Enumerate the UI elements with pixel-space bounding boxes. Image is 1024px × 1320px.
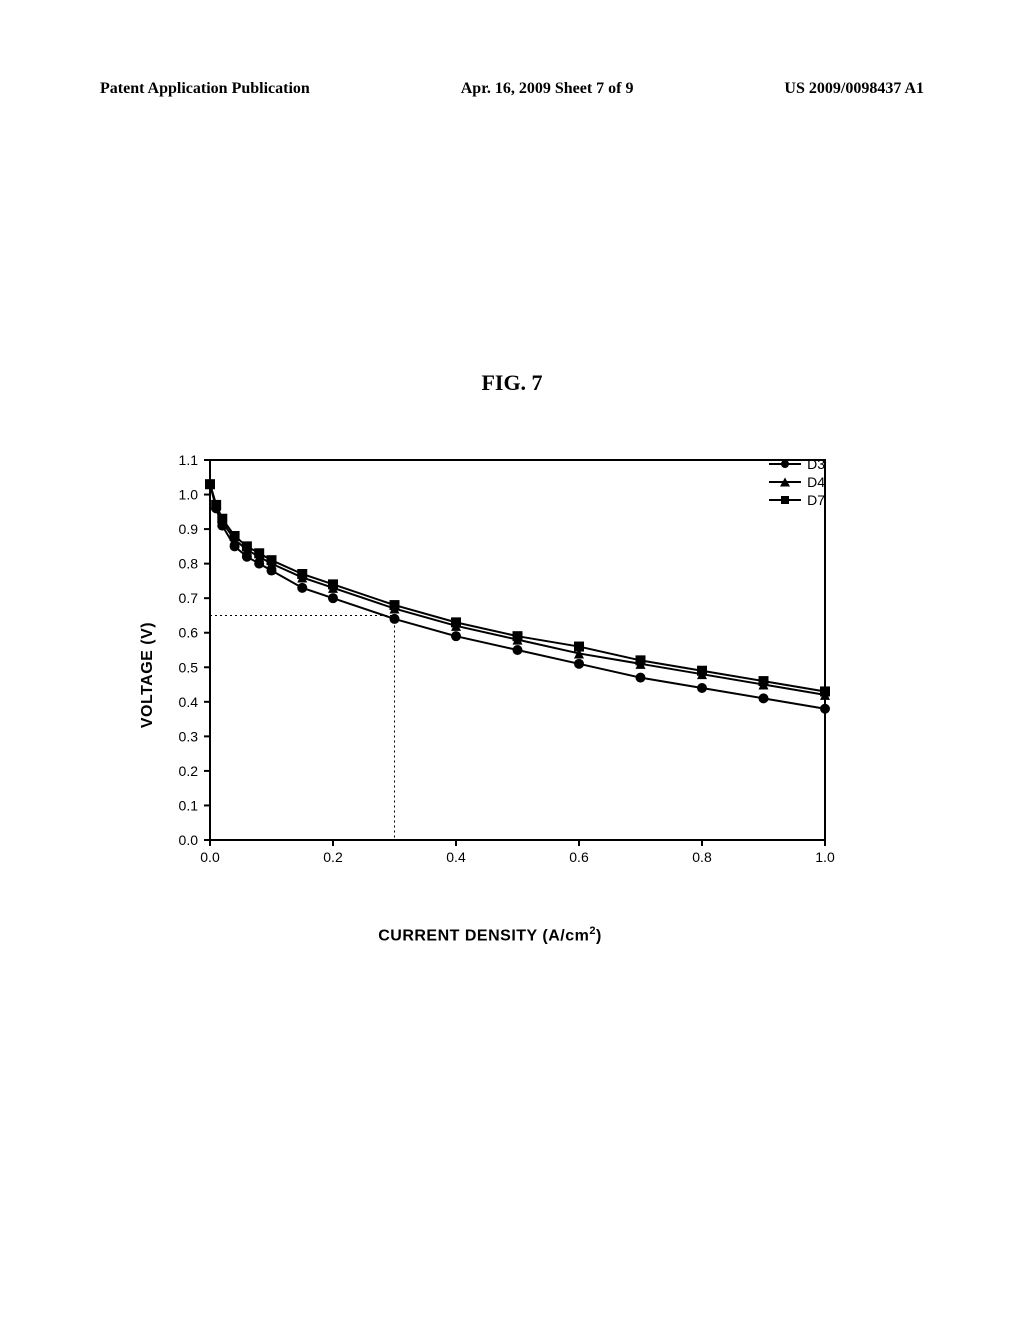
svg-text:0.4: 0.4	[179, 694, 199, 710]
svg-text:0.5: 0.5	[179, 659, 199, 675]
svg-text:0.2: 0.2	[179, 763, 199, 779]
x-axis-label: CURRENT DENSITY (A/cm2)	[130, 925, 850, 945]
svg-text:0.8: 0.8	[179, 556, 199, 572]
svg-text:0.1: 0.1	[179, 797, 199, 813]
svg-text:1.0: 1.0	[179, 487, 199, 503]
header-center: Apr. 16, 2009 Sheet 7 of 9	[461, 80, 634, 98]
x-axis-label-suffix: )	[596, 927, 602, 944]
page-header: Patent Application Publication Apr. 16, …	[0, 80, 1024, 98]
legend-label: D3	[807, 456, 825, 472]
svg-text:0.7: 0.7	[179, 590, 199, 606]
chart-svg: 0.0 0.1 0.2 0.3 0.4 0.5 0.6 0.7 0.8 0.9 1.0 1.1 0.0 0…	[130, 440, 850, 910]
svg-text:0.6: 0.6	[179, 625, 199, 641]
square-marker-icon	[781, 496, 789, 504]
svg-text:1.0: 1.0	[815, 849, 835, 865]
chart-container: VOLTAGE (V) CURRENT DENSITY (A/cm2) D3 D…	[130, 440, 850, 910]
triangle-marker-icon	[780, 478, 790, 487]
svg-text:0.0: 0.0	[200, 849, 220, 865]
svg-text:1.1: 1.1	[179, 452, 199, 468]
legend-line-icon	[769, 481, 801, 483]
legend-label: D4	[807, 474, 825, 490]
legend: D3 D4 D7	[769, 455, 825, 509]
svg-text:0.8: 0.8	[692, 849, 712, 865]
header-right: US 2009/0098437 A1	[784, 80, 924, 98]
header-left: Patent Application Publication	[100, 80, 310, 98]
svg-text:0.4: 0.4	[446, 849, 466, 865]
figure-label: FIG. 7	[0, 370, 1024, 396]
svg-text:0.3: 0.3	[179, 728, 199, 744]
legend-item-d3: D3	[769, 455, 825, 473]
legend-line-icon	[769, 499, 801, 501]
x-axis-label-text: CURRENT DENSITY (A/cm	[378, 927, 589, 944]
legend-item-d4: D4	[769, 473, 825, 491]
svg-text:0.2: 0.2	[323, 849, 343, 865]
svg-text:0.0: 0.0	[179, 832, 199, 848]
y-axis-label: VOLTAGE (V)	[139, 622, 157, 728]
svg-text:0.9: 0.9	[179, 521, 199, 537]
circle-marker-icon	[781, 460, 789, 468]
x-axis-label-sup: 2	[589, 925, 596, 937]
legend-label: D7	[807, 492, 825, 508]
legend-line-icon	[769, 463, 801, 465]
legend-item-d7: D7	[769, 491, 825, 509]
svg-text:0.6: 0.6	[569, 849, 589, 865]
